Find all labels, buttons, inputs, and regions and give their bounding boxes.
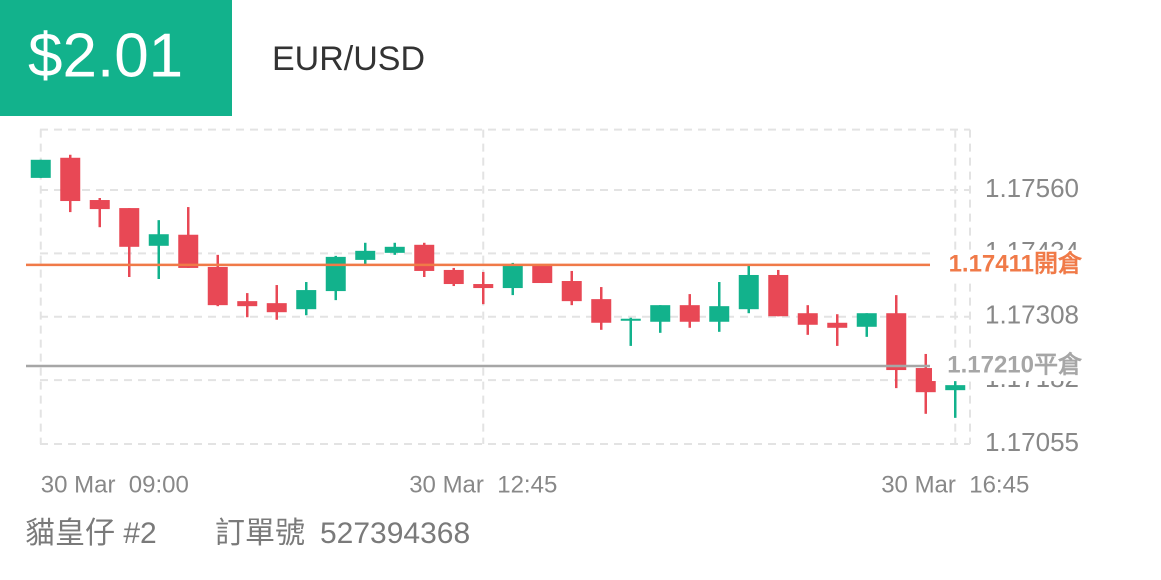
candle-body [620,318,641,321]
order-label: 訂單號 [215,517,305,550]
y-tick-label: 1.17055 [985,427,1079,457]
candle-body [532,265,553,284]
candle-body [886,313,907,371]
candle-body [856,313,877,327]
reference-label-bg [932,351,1084,382]
candle-body [30,159,51,178]
y-tick-label: 1.17560 [985,173,1079,203]
candle-body [266,303,287,313]
candle-body [119,208,140,247]
candle-body [178,234,199,268]
candle-body [89,200,110,210]
candle-body [473,284,494,289]
symbol: EUR/USD [272,40,425,78]
candle-body [148,234,169,246]
x-tick-label: 30 Mar 09:00 [41,471,189,498]
candle-body [738,274,759,310]
account: 貓皇仔 #2 [25,517,157,550]
candle-body [768,274,789,317]
candle-body [296,290,317,310]
candle-body [915,368,936,393]
candle-body [650,305,671,322]
x-tick-label: 30 Mar 12:45 [409,471,557,498]
candle-body [355,250,376,260]
candle-body [384,246,405,253]
candle-body [561,281,582,302]
candle-body [945,385,966,391]
candle-body [443,269,464,285]
profit: $2.01 [28,21,183,90]
candle-body [325,256,346,292]
candle-body [591,299,612,323]
candle-body [502,264,523,289]
candle-body [827,322,848,328]
candle-body [679,305,700,322]
candle-body [709,306,730,322]
x-tick-label: 30 Mar 16:45 [881,471,1029,498]
candle-body [207,266,228,306]
reference-label: 1.17210平倉 [947,350,1083,378]
candle-body [414,244,435,271]
candle-body [237,301,258,307]
candle-body [60,157,81,202]
candle-body [797,313,818,325]
reference-label: 1.17411開倉 [949,249,1083,277]
y-tick-label: 1.17308 [985,300,1079,330]
order-number: 527394368 [320,517,470,550]
profit-badge [0,0,232,116]
reference-label-bg [932,249,1084,280]
